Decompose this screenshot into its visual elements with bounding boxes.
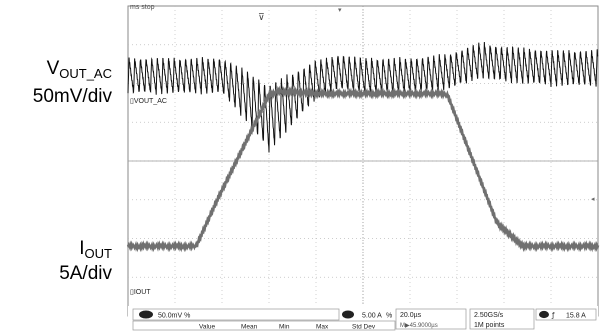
channel-1-icon: ▯ [130, 98, 134, 105]
vout-channel-label: VOUT_AC [46, 58, 112, 81]
ch2-badge-icon [342, 310, 354, 319]
iout-trace [126, 85, 600, 253]
iout-scale-label: 5A/div [59, 263, 112, 284]
channel-2-icon: ▯ [130, 289, 134, 296]
trigger-position-icon: ▾ [338, 6, 342, 14]
status-bar: 50.0mV% 5.00 A % 20.0µs M▶45.9000µs 2.50… [128, 306, 598, 332]
measurement-header-mean: Mean [241, 324, 258, 331]
ch1-badge-icon [139, 310, 153, 319]
measurement-header-max: Max [316, 324, 329, 331]
ch1-readout-box [132, 308, 340, 321]
svg-text:2.50GS/s: 2.50GS/s [474, 312, 504, 319]
svg-text:5.00 A: 5.00 A [362, 313, 382, 320]
trigger-badge-icon [539, 310, 549, 319]
acquisition-box [469, 308, 535, 330]
vout-ac-trace [127, 42, 599, 153]
svg-text:15.8 A: 15.8 A [566, 313, 586, 320]
measurement-header-std-dev: Std Dev [352, 324, 376, 331]
top-left-text: ms stop [130, 4, 155, 11]
vout-channel-marker: ▯VOUT_AC [130, 98, 167, 105]
measurement-header-min: Min [279, 324, 290, 331]
svg-text:%: % [386, 313, 392, 320]
svg-text:20.0µs: 20.0µs [400, 312, 422, 319]
iout-channel-marker: ▯IOUT [130, 289, 151, 296]
right-edge-marker-icon: ◂ [591, 195, 595, 203]
svg-text:M▶45.9000µs: M▶45.9000µs [400, 323, 438, 329]
vout-scale-label: 50mV/div [32, 86, 112, 107]
iout-channel-label: IOUT [79, 238, 112, 261]
measurement-header-value: Value [199, 324, 216, 331]
svg-text:50.0mV%: 50.0mV% [158, 313, 190, 320]
timebase-box [395, 308, 467, 330]
trigger-marker-icon: ⊽ [258, 13, 265, 23]
trigger-slope-icon: ƒ [551, 312, 555, 320]
measurement-header-bar [132, 320, 396, 331]
graticule-grid [128, 6, 598, 316]
trigger-box [535, 308, 597, 321]
svg-text:1M points: 1M points [474, 322, 505, 329]
